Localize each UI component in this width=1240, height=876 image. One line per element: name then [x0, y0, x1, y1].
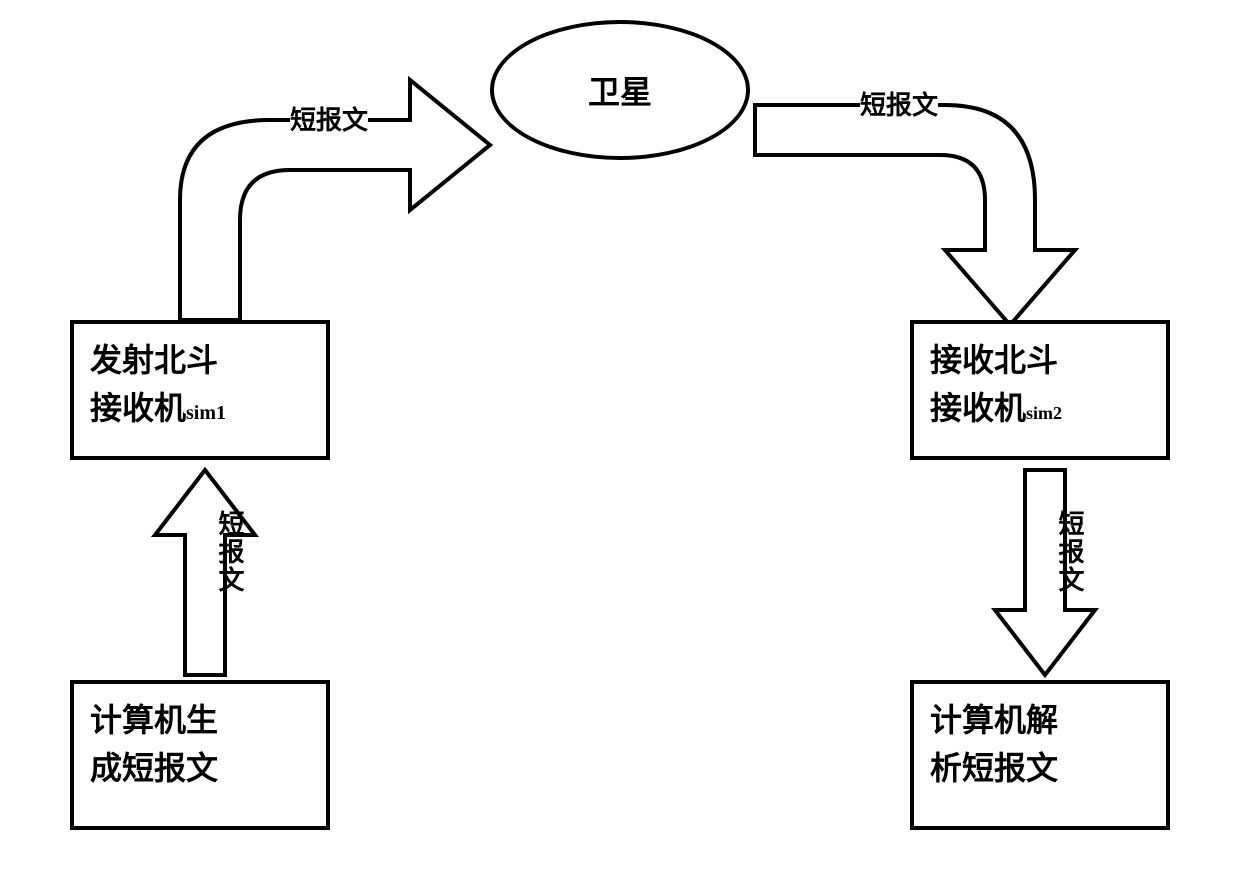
generate-line2: 成短报文: [90, 744, 310, 792]
receive-line1: 接收北斗: [930, 336, 1150, 384]
parse-line2: 析短报文: [930, 744, 1150, 792]
transmit-beidou-node: 发射北斗 接收机sim1: [70, 320, 330, 460]
arrow-right-vertical-label: 短报文: [1052, 510, 1089, 594]
generate-line1: 计算机生: [90, 696, 310, 744]
receive-beidou-node: 接收北斗 接收机sim2: [910, 320, 1170, 460]
satellite-label: 卫星: [588, 67, 652, 113]
arrow-right-label: 短报文: [860, 85, 938, 122]
transmit-line1: 发射北斗: [90, 336, 310, 384]
transmit-line2: 接收机sim1: [90, 384, 310, 432]
parse-line1: 计算机解: [930, 696, 1150, 744]
flowchart-diagram: 卫星 短报文 短报文 发射北斗 接收机sim1 接收北斗 接收机sim2 短报文: [0, 0, 1240, 876]
arrow-left-label: 短报文: [290, 100, 368, 137]
computer-parse-node: 计算机解 析短报文: [910, 680, 1170, 830]
computer-generate-node: 计算机生 成短报文: [70, 680, 330, 830]
receive-line2: 接收机sim2: [930, 384, 1150, 432]
arrow-left-curved: [140, 50, 500, 330]
satellite-node: 卫星: [490, 20, 750, 160]
arrow-left-vertical-label: 短报文: [212, 510, 249, 594]
